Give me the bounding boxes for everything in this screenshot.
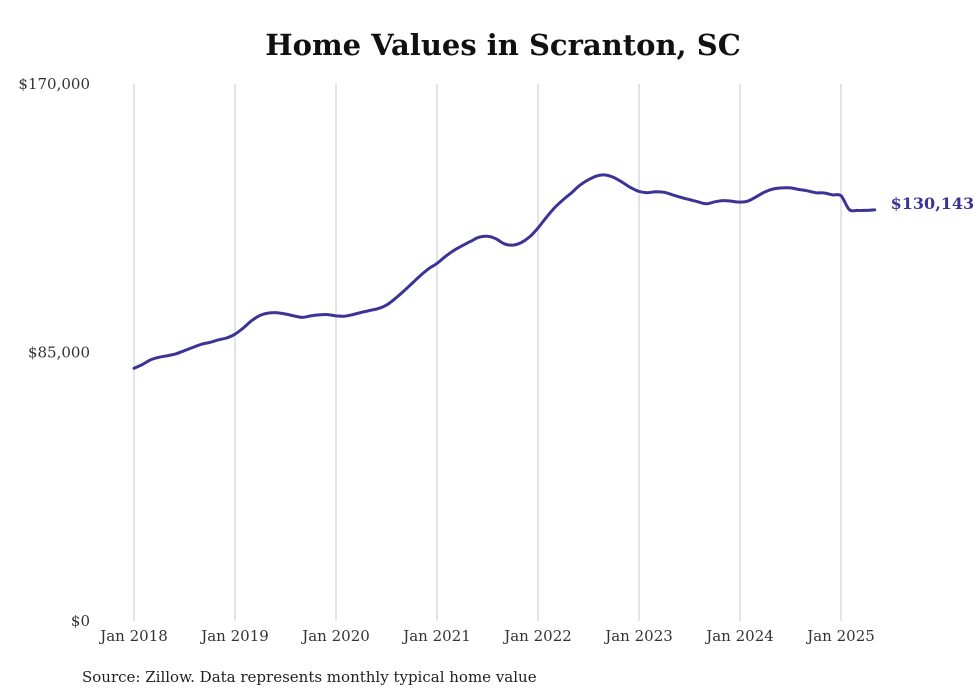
x-tick-label: Jan 2018 xyxy=(98,627,168,645)
source-note: Source: Zillow. Data represents monthly … xyxy=(82,668,537,686)
y-tick-label: $170,000 xyxy=(18,75,90,93)
series-line xyxy=(132,173,877,370)
x-tick-label: Jan 2023 xyxy=(603,627,673,645)
x-tick-label: Jan 2024 xyxy=(704,627,774,645)
end-value-label: $130,143 xyxy=(891,194,975,213)
chart-title: Home Values in Scranton, SC xyxy=(265,28,741,62)
x-tick-label: Jan 2022 xyxy=(502,627,572,645)
x-tick-label: Jan 2020 xyxy=(300,627,370,645)
x-tick-label: Jan 2025 xyxy=(805,627,875,645)
y-tick-label: $85,000 xyxy=(28,344,90,362)
y-tick-label: $0 xyxy=(71,612,90,630)
x-tick-label: Jan 2019 xyxy=(199,627,269,645)
x-tick-label: Jan 2021 xyxy=(401,627,471,645)
